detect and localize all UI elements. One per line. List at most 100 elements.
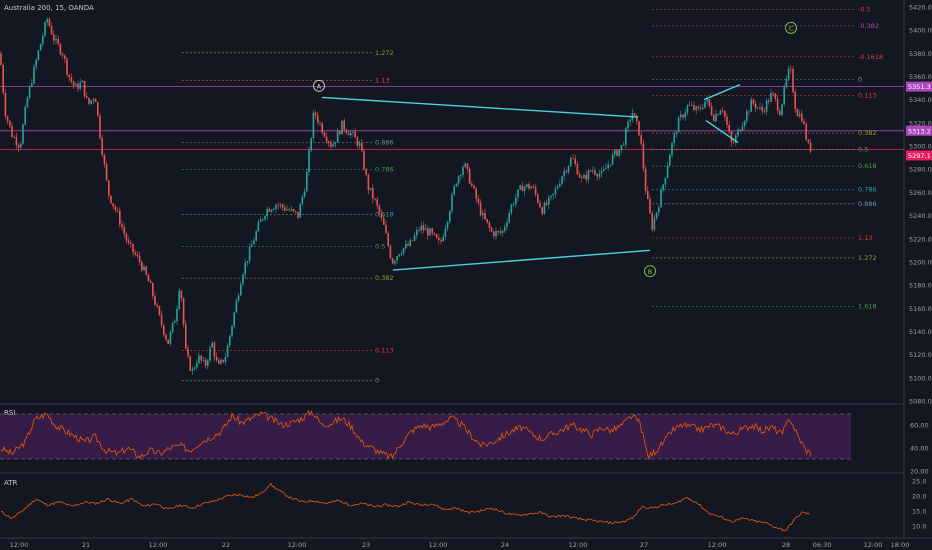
fib-right-level-label: 0.618	[858, 162, 877, 170]
candle-up	[559, 183, 561, 187]
candle-down	[633, 113, 636, 116]
time-tick-label: 22	[222, 541, 230, 549]
candle-up	[394, 260, 396, 264]
candle-down	[339, 130, 341, 135]
candle-up	[563, 171, 565, 177]
candle-up	[402, 248, 405, 254]
candle-down	[433, 232, 436, 235]
candle-down	[141, 261, 143, 271]
candle-down	[145, 266, 147, 275]
price-tick-label: 5300.0	[909, 143, 932, 151]
candle-down	[189, 356, 191, 371]
candle-down	[407, 243, 409, 246]
candle-down	[134, 252, 136, 255]
candle-up	[39, 43, 42, 51]
candle-down	[345, 129, 348, 133]
candle-down	[532, 186, 535, 188]
fib-left-level-label: 0.382	[375, 274, 394, 282]
candle-up	[598, 173, 601, 177]
candle-up	[523, 186, 526, 192]
candle-up	[306, 172, 308, 192]
candle-down	[418, 230, 420, 231]
candle-up	[253, 240, 255, 245]
candle-up	[196, 363, 198, 368]
trendline[interactable]	[321, 96, 639, 118]
candle-up	[625, 128, 627, 145]
candle-up	[369, 188, 372, 190]
candle-up	[308, 150, 310, 173]
candle-up	[737, 129, 739, 136]
candle-up	[273, 208, 275, 210]
candle-up	[266, 208, 268, 217]
candle-up	[220, 359, 222, 364]
price-tick-label: 5360.0	[909, 73, 932, 81]
candle-up	[240, 284, 242, 296]
candle-down	[721, 110, 724, 112]
candle-down	[147, 274, 150, 282]
candle-down	[490, 227, 493, 232]
candle-down	[6, 116, 9, 121]
candle-down	[154, 295, 156, 305]
trendline[interactable]	[703, 83, 741, 101]
candle-down	[114, 206, 117, 211]
candle-up	[508, 213, 510, 223]
wave-label-circle	[313, 79, 325, 92]
candle-up	[680, 114, 682, 118]
candle-down	[521, 185, 524, 192]
candle-down	[64, 55, 66, 59]
candle-up	[275, 204, 277, 209]
candle-down	[119, 210, 121, 225]
candle-up	[44, 22, 46, 36]
candle-down	[68, 74, 70, 78]
wave-label-a: A	[317, 83, 322, 91]
candle-up	[178, 290, 180, 309]
fib-left-level-label: 0	[375, 377, 379, 385]
trendline[interactable]	[392, 249, 651, 271]
candle-down	[578, 174, 581, 178]
candle-up	[55, 38, 57, 41]
fib-left-level-label: 1.13	[375, 76, 389, 84]
candle-down	[15, 137, 18, 146]
candle-down	[378, 205, 381, 214]
candle-down	[763, 111, 766, 112]
candle-down	[779, 110, 781, 116]
candle-up	[704, 101, 706, 108]
candle-up	[451, 194, 453, 212]
candle-down	[59, 44, 62, 54]
fib-left-level-label: 0.786	[375, 166, 394, 174]
candle-down	[268, 208, 271, 212]
candle-up	[400, 253, 403, 255]
candle-up	[416, 230, 418, 236]
candle-up	[193, 367, 196, 369]
candle-down	[17, 145, 20, 148]
trendline[interactable]	[705, 119, 739, 144]
price-tick-label: 5280.0	[909, 166, 932, 174]
candle-up	[334, 142, 337, 145]
candle-up	[671, 142, 673, 155]
candle-up	[79, 82, 81, 89]
candle-down	[380, 213, 383, 218]
fib-left-level-label: 0.113	[375, 346, 394, 354]
candle-down	[57, 38, 59, 45]
candle-down	[213, 342, 216, 357]
time-tick-label: 27	[640, 541, 648, 549]
price-tick-label: 5400.0	[909, 27, 932, 35]
price-tick-label: 5120.0	[909, 351, 932, 359]
candle-up	[517, 189, 519, 198]
candle-down	[163, 325, 165, 335]
candle-up	[332, 144, 334, 147]
candle-down	[486, 219, 488, 223]
candle-down	[565, 171, 568, 172]
rsi-tick-label: 40.00	[910, 445, 929, 453]
candle-down	[809, 142, 812, 152]
candle-down	[94, 99, 97, 103]
candle-up	[600, 170, 603, 174]
candle-down	[187, 348, 189, 357]
candle-down	[361, 143, 363, 151]
price-badge-label: 5297.1	[908, 152, 931, 160]
candle-up	[605, 167, 607, 170]
candle-up	[592, 170, 594, 172]
candle-up	[33, 66, 35, 84]
candle-up	[609, 164, 612, 166]
candle-down	[9, 120, 11, 126]
